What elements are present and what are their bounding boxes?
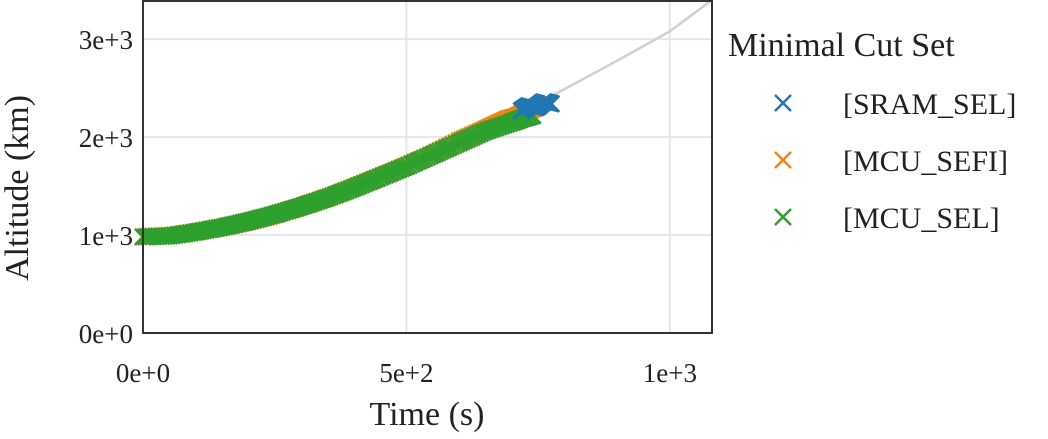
x-tick-label: 5e+2 xyxy=(379,358,433,388)
legend-item: [MCU_SEFI] xyxy=(774,145,1008,178)
points-layer xyxy=(134,92,561,246)
legend-label: [SRAM_SEL] xyxy=(843,88,1016,121)
x-axis: 0e+0 5e+2 1e+3 xyxy=(116,358,697,388)
legend-marker xyxy=(774,94,792,112)
data-point xyxy=(542,94,561,113)
y-axis-label: Altitude (km) xyxy=(0,95,36,281)
plot-frame xyxy=(142,0,713,334)
x-tick-label: 0e+0 xyxy=(116,358,170,388)
legend-label: [MCU_SEFI] xyxy=(843,145,1008,178)
legend-items: [SRAM_SEL] [MCU_SEFI] [MCU_SEL] xyxy=(774,88,1016,235)
legend-item: [MCU_SEL] xyxy=(774,202,1000,235)
y-tick-label: 3e+3 xyxy=(79,25,133,55)
legend-label: [MCU_SEL] xyxy=(843,202,1000,235)
x-tick-label: 1e+3 xyxy=(643,358,697,388)
y-tick-label: 2e+3 xyxy=(79,123,133,153)
legend-item: [SRAM_SEL] xyxy=(774,88,1016,121)
legend-marker xyxy=(774,208,792,226)
legend-title: Minimal Cut Set xyxy=(728,27,955,64)
y-tick-label: 1e+3 xyxy=(79,221,133,251)
x-axis-label: Time (s) xyxy=(370,396,485,433)
y-tick-label: 0e+0 xyxy=(79,319,133,349)
legend: Minimal Cut Set [SRAM_SEL] [MCU_SEFI] [MCU… xyxy=(728,27,1016,235)
y-axis: 0e+0 1e+3 2e+3 3e+3 xyxy=(79,25,133,349)
legend-marker xyxy=(774,151,792,169)
